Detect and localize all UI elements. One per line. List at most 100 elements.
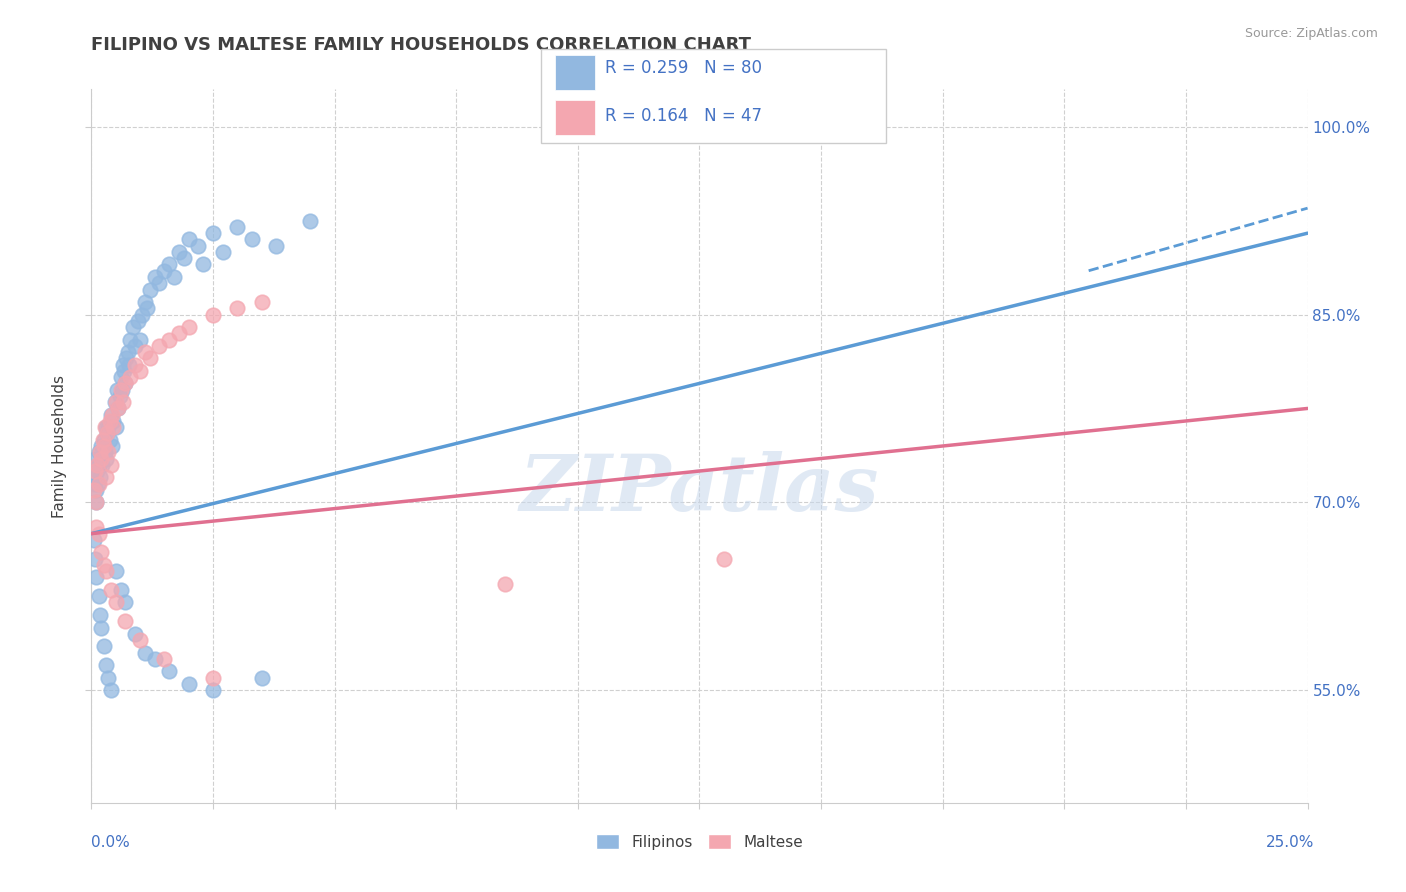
Point — [107, 401, 129, 416]
Point — [114, 614, 136, 628]
Point — [96, 426, 118, 441]
Point — [163, 270, 186, 285]
Point — [167, 244, 190, 259]
Legend: Filipinos, Maltese: Filipinos, Maltese — [591, 828, 808, 855]
Point — [134, 646, 156, 660]
Point — [143, 652, 166, 666]
Point — [131, 308, 153, 322]
Point — [83, 470, 105, 484]
Point — [104, 420, 127, 434]
Point — [86, 476, 108, 491]
Point — [240, 232, 263, 246]
Y-axis label: Family Households: Family Households — [52, 375, 67, 517]
Point — [83, 476, 105, 491]
Text: ZIPatlas: ZIPatlas — [520, 450, 879, 527]
Point — [129, 364, 152, 378]
Text: 25.0%: 25.0% — [1267, 836, 1315, 850]
Point — [93, 439, 115, 453]
Point — [111, 358, 134, 372]
Point — [83, 533, 105, 547]
Point — [89, 607, 111, 622]
Point — [94, 658, 117, 673]
Point — [84, 570, 107, 584]
Point — [157, 333, 180, 347]
Point — [111, 395, 134, 409]
Point — [87, 589, 110, 603]
Point — [177, 320, 200, 334]
Point — [97, 420, 120, 434]
Text: 0.0%: 0.0% — [91, 836, 131, 850]
Point — [153, 652, 176, 666]
Point — [100, 582, 122, 597]
Point — [148, 339, 170, 353]
Point — [139, 351, 162, 366]
Point — [202, 683, 225, 698]
Point — [124, 358, 146, 372]
Point — [110, 383, 132, 397]
Point — [84, 495, 107, 509]
Point — [104, 595, 127, 609]
Point — [136, 301, 159, 316]
Point — [105, 383, 128, 397]
Point — [98, 414, 121, 428]
Point — [84, 520, 107, 534]
Point — [84, 483, 107, 497]
Point — [193, 257, 215, 271]
Point — [127, 314, 149, 328]
Point — [299, 213, 322, 227]
Point — [139, 283, 162, 297]
Point — [114, 376, 136, 391]
Point — [97, 671, 120, 685]
Point — [84, 451, 107, 466]
Point — [87, 526, 110, 541]
Point — [96, 426, 118, 441]
Point — [121, 320, 143, 334]
Point — [114, 595, 136, 609]
Point — [100, 408, 122, 422]
Point — [250, 295, 273, 310]
Point — [713, 551, 735, 566]
Text: R = 0.259   N = 80: R = 0.259 N = 80 — [605, 59, 762, 77]
Point — [157, 257, 180, 271]
Point — [120, 333, 142, 347]
Point — [97, 445, 120, 459]
Point — [124, 339, 146, 353]
Point — [187, 238, 209, 252]
Point — [90, 451, 112, 466]
Point — [90, 621, 112, 635]
Text: R = 0.164   N = 47: R = 0.164 N = 47 — [605, 108, 762, 126]
Point — [90, 439, 112, 453]
Point — [87, 445, 110, 459]
Point — [157, 665, 180, 679]
Point — [86, 458, 108, 472]
Point — [94, 445, 117, 459]
Point — [84, 464, 107, 478]
Point — [110, 582, 132, 597]
Point — [89, 445, 111, 459]
Point — [94, 451, 117, 466]
Point — [83, 483, 105, 497]
Point — [101, 408, 124, 422]
Point — [84, 495, 107, 509]
Point — [202, 226, 225, 240]
Point — [104, 395, 127, 409]
Point — [114, 364, 136, 378]
Point — [177, 232, 200, 246]
Point — [89, 470, 111, 484]
Point — [117, 345, 139, 359]
Point — [104, 564, 127, 578]
Point — [226, 301, 249, 316]
Point — [104, 395, 127, 409]
Point — [93, 433, 115, 447]
Point — [94, 564, 117, 578]
Point — [90, 545, 112, 559]
Point — [94, 420, 117, 434]
Point — [118, 358, 141, 372]
Point — [91, 433, 114, 447]
Point — [100, 683, 122, 698]
Point — [148, 277, 170, 291]
Point — [93, 640, 115, 654]
Point — [494, 576, 516, 591]
Point — [94, 420, 117, 434]
Point — [129, 333, 152, 347]
